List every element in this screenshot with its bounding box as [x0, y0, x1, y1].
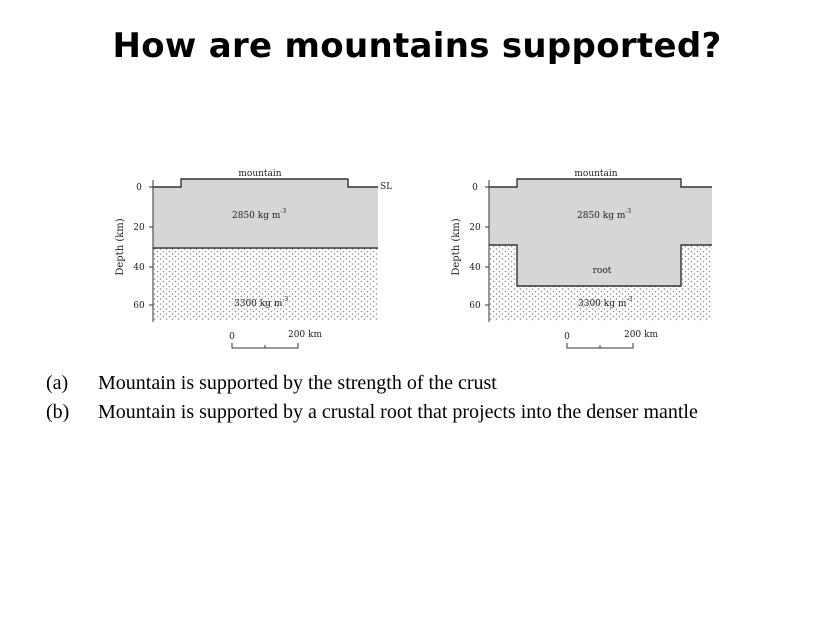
scale-end-label: 200 km: [288, 330, 322, 340]
mountain-label: mountain: [574, 169, 617, 179]
density-exponent: -3: [625, 208, 631, 215]
depth-tick-label: 0: [136, 183, 142, 193]
surface-line: [153, 178, 378, 188]
mantle-density-label: 3300 kg m-3: [234, 296, 288, 309]
mantle-layer: [153, 248, 378, 320]
depth-axis-label: Depth (km): [451, 218, 462, 275]
mantle-density-value: 3300 kg m: [234, 299, 283, 309]
mountain-and-root-block: [517, 179, 681, 286]
crust-density-value: 2850 kg m: [577, 211, 626, 221]
caption-tag: (b): [46, 401, 70, 423]
depth-tick-label: 20: [133, 223, 145, 233]
scale-end-label: 200 km: [624, 330, 658, 340]
scale-start-label: 0: [229, 332, 235, 342]
depth-tick-label: 60: [133, 301, 145, 311]
depth-tick-label: 60: [469, 301, 481, 311]
mantle-density-label: 3300 kg m-3: [578, 296, 632, 309]
panel-b: 0 20 40 60 Depth (km) mountain 2850 kg m…: [451, 169, 712, 349]
density-exponent: -3: [282, 296, 288, 303]
density-exponent: -3: [626, 296, 632, 303]
mantle-density-value: 3300 kg m: [578, 299, 627, 309]
caption-a: (a) Mountain is supported by the strength…: [46, 372, 497, 395]
crust-density-label: 2850 kg m-3: [577, 208, 631, 221]
surface-line: [489, 178, 712, 188]
depth-tick-label: 40: [469, 263, 481, 273]
scale-start-label: 0: [564, 332, 570, 342]
panel-a: 0 20 40 60 Depth (km) mountain SL 2850 k…: [115, 169, 392, 349]
density-exponent: -3: [280, 208, 286, 215]
caption-b: (b) Mountain is supported by a crustal ro…: [46, 401, 698, 424]
root-label: root: [593, 266, 612, 276]
mountain-label: mountain: [238, 169, 281, 179]
crust-density-value: 2850 kg m: [232, 211, 281, 221]
caption-text: Mountain is supported by a crustal root …: [98, 401, 698, 423]
depth-axis-label: Depth (km): [115, 218, 126, 275]
depth-tick-label: 20: [469, 223, 481, 233]
crust-density-label: 2850 kg m-3: [232, 208, 286, 221]
sea-level-label: SL: [380, 182, 392, 192]
moho-line: [489, 244, 712, 287]
page-title: How are mountains supported?: [112, 26, 722, 66]
depth-tick-label: 0: [472, 183, 478, 193]
depth-tick-label: 40: [133, 263, 145, 273]
mountain-block: [181, 179, 348, 187]
crust-layer: [153, 187, 378, 247]
caption-tag: (a): [46, 372, 69, 394]
caption-text: Mountain is supported by the strength of…: [98, 372, 497, 394]
